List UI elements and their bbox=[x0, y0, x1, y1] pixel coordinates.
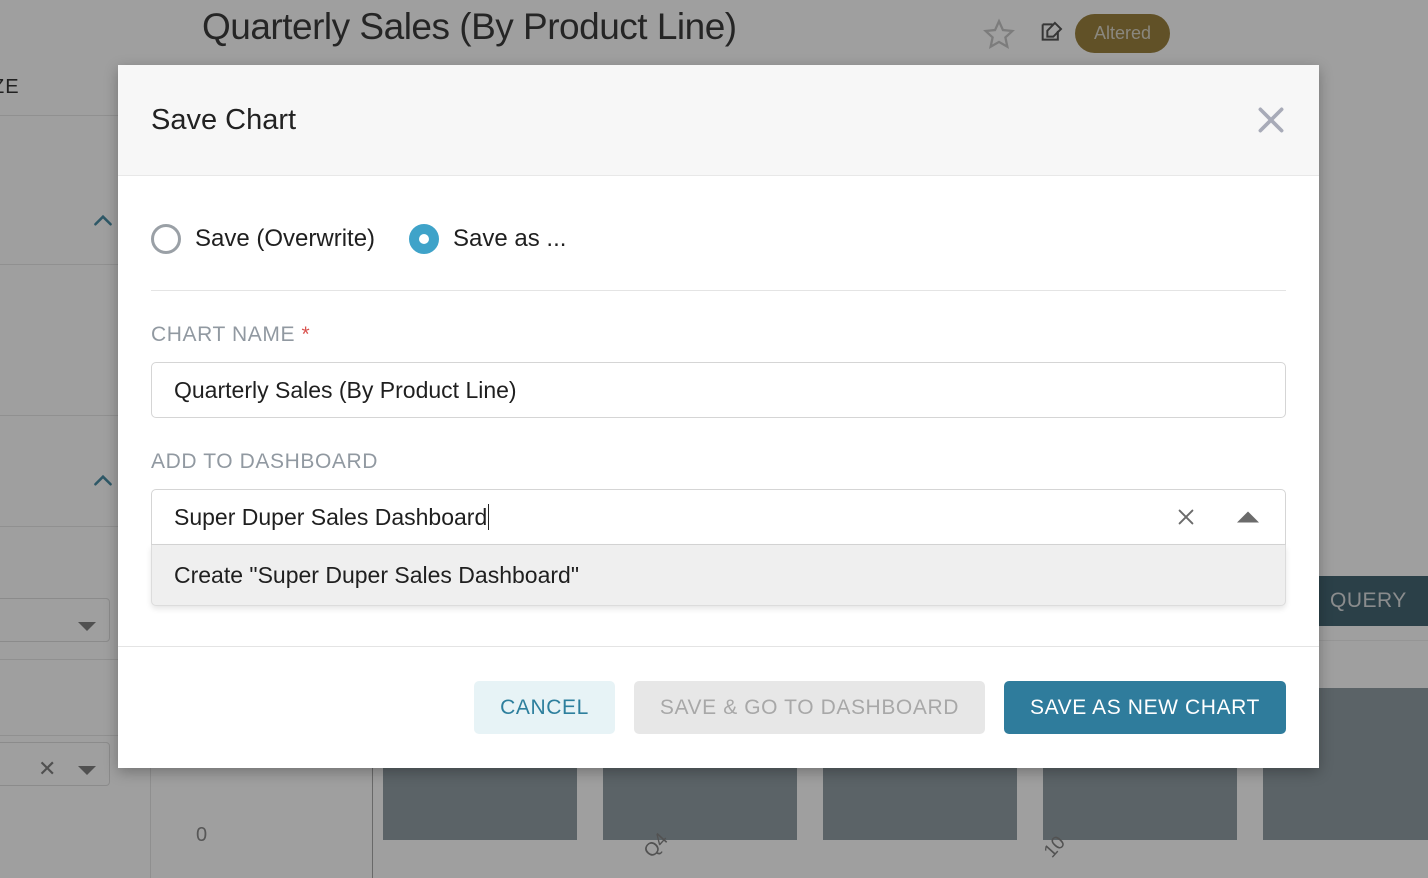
collapse-chevron-up-icon[interactable] bbox=[90, 208, 116, 234]
sidebar-divider bbox=[0, 264, 151, 265]
edit-pencil-icon[interactable] bbox=[1038, 18, 1068, 48]
sidebar-divider bbox=[0, 735, 151, 736]
close-icon[interactable] bbox=[1248, 97, 1294, 143]
sidebar-select[interactable] bbox=[0, 598, 110, 642]
modal-title: Save Chart bbox=[151, 104, 297, 136]
modal-header: Save Chart bbox=[118, 65, 1319, 176]
radio-save-overwrite-label: Save (Overwrite) bbox=[195, 225, 376, 252]
cancel-button[interactable]: CANCEL bbox=[474, 681, 615, 734]
add-to-dashboard-label: ADD TO DASHBOARD bbox=[151, 450, 379, 473]
page-title: Quarterly Sales (By Product Line) bbox=[202, 6, 737, 47]
sidebar-section-label: ZE bbox=[0, 76, 20, 98]
chart-name-input[interactable]: Quarterly Sales (By Product Line) bbox=[151, 362, 1286, 418]
dashboard-select-control[interactable]: Super Duper Sales Dashboard bbox=[151, 489, 1286, 545]
sidebar-select-with-clear[interactable] bbox=[0, 742, 110, 786]
dashboard-select-menu: Create "Super Duper Sales Dashboard" bbox=[151, 545, 1286, 606]
radio-save-as-label: Save as ... bbox=[453, 225, 567, 252]
dashboard-select-value: Super Duper Sales Dashboard bbox=[174, 503, 488, 530]
modal-footer: CANCEL SAVE & GO TO DASHBOARD SAVE AS NE… bbox=[118, 646, 1319, 768]
required-asterisk: * bbox=[301, 323, 311, 346]
status-badge: Altered bbox=[1075, 14, 1171, 53]
y-axis-tick-label: 0 bbox=[196, 824, 208, 846]
sidebar-divider bbox=[0, 415, 151, 416]
save-mode-radio-group: Save (Overwrite) Save as ... bbox=[151, 176, 1286, 254]
run-query-button[interactable]: QUERY bbox=[1312, 576, 1428, 626]
chart-name-value: Quarterly Sales (By Product Line) bbox=[174, 376, 517, 403]
radio-circle-selected-icon bbox=[409, 224, 440, 254]
save-and-go-to-dashboard-button: SAVE & GO TO DASHBOARD bbox=[633, 681, 986, 734]
text-cursor bbox=[488, 504, 490, 530]
save-as-new-chart-button[interactable]: SAVE AS NEW CHART bbox=[1004, 681, 1286, 734]
section-divider bbox=[151, 290, 1286, 291]
save-chart-modal: Save Chart Save (Overwrite) Save as ... … bbox=[118, 65, 1319, 768]
chart-name-label: CHART NAME * bbox=[151, 323, 1286, 347]
chevron-down-icon[interactable] bbox=[78, 622, 96, 631]
dashboard-select: Super Duper Sales Dashboard Create "Supe… bbox=[151, 489, 1286, 606]
sidebar-divider bbox=[0, 526, 151, 527]
caret-up-icon[interactable] bbox=[1237, 511, 1259, 523]
chevron-down-icon[interactable] bbox=[78, 766, 96, 775]
radio-save-as[interactable]: Save as ... bbox=[409, 224, 566, 254]
dashboard-option-create[interactable]: Create "Super Duper Sales Dashboard" bbox=[174, 561, 579, 588]
collapse-chevron-up-icon[interactable] bbox=[90, 468, 116, 494]
sidebar-divider bbox=[0, 659, 151, 660]
star-icon[interactable] bbox=[982, 17, 1016, 51]
clear-x-icon[interactable] bbox=[1173, 504, 1199, 530]
modal-body: Save (Overwrite) Save as ... CHART NAME … bbox=[118, 176, 1319, 646]
sidebar-divider bbox=[0, 115, 151, 116]
y-axis-line bbox=[372, 756, 373, 878]
chart-name-label-text: CHART NAME bbox=[151, 323, 296, 346]
radio-save-overwrite[interactable]: Save (Overwrite) bbox=[151, 224, 375, 254]
app-header bbox=[0, 0, 1428, 66]
clear-x-icon[interactable]: ✕ bbox=[38, 756, 57, 781]
radio-circle-icon bbox=[151, 224, 181, 254]
